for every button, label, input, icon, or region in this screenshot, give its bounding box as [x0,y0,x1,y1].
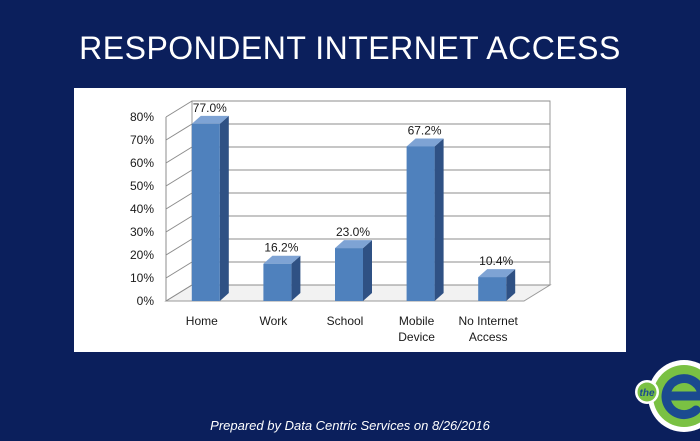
gridline-diagonal [165,123,193,141]
y-tick-label: 0% [137,294,155,308]
bar [263,263,292,301]
bar-top [406,138,444,147]
gridline-diagonal [165,261,193,279]
x-category-label-line: School [327,314,364,328]
x-category-label-line: Home [186,314,218,328]
bar-side [434,138,444,301]
x-category-label-line: Device [398,330,435,344]
y-tick-label: 70% [130,133,154,147]
gridline-diagonal [165,169,193,187]
bar [335,248,363,301]
gridline-diagonal [165,192,193,210]
data-label: 23.0% [336,225,370,239]
bar-side [363,240,372,301]
data-label: 10.4% [479,254,513,268]
bar-chart: 0% 10% 20% 30% 40% 50% 60% 70% 80% 77.0% Home 16.2%… [130,100,552,344]
footer-credit: Prepared by Data Centric Services on 8/2… [210,418,490,433]
the-e-logo: the [635,360,700,432]
x-category-label-line: Mobile [399,314,435,328]
x-category-label: School [327,314,364,328]
x-category-label: Home [186,314,218,328]
x-category-label-line: Access [469,330,508,344]
x-category-label-line: No Internet [459,314,519,328]
gridline-diagonal [165,100,193,118]
x-category-label: No Internet Access [459,314,519,344]
gridline-diagonal [165,238,193,256]
y-tick-label: 60% [130,156,154,170]
slide-title: RESPONDENT INTERNET ACCESS [79,30,621,66]
y-tick-label: 50% [130,179,154,193]
bar-top [478,269,516,278]
y-tick-label: 30% [130,225,154,239]
bar-top [335,240,372,249]
data-label: 67.2% [408,123,442,137]
bar-side [506,269,516,301]
y-tick-label: 20% [130,248,154,262]
y-tick-label: 40% [130,202,154,216]
bar [478,277,507,301]
bar-top [191,115,229,124]
data-label: 77.0% [193,101,227,115]
bar-top [263,255,301,264]
y-tick-label: 10% [130,271,154,285]
gridline-diagonal [165,146,193,164]
bar [406,146,435,301]
gridline-diagonal [165,215,193,233]
data-label: 16.2% [264,241,298,255]
y-tick-label: 80% [130,110,154,124]
x-category-label-line: Work [260,314,289,328]
bar-side [291,255,301,301]
x-category-label: Work [260,314,289,328]
x-category-label: Mobile Device [398,314,435,344]
bar-side [219,115,229,302]
gridline-diagonal [165,284,193,302]
bar [191,123,220,302]
logo-text: the [640,388,655,399]
chart-panel: 0% 10% 20% 30% 40% 50% 60% 70% 80% 77.0% Home 16.2%… [74,88,626,352]
